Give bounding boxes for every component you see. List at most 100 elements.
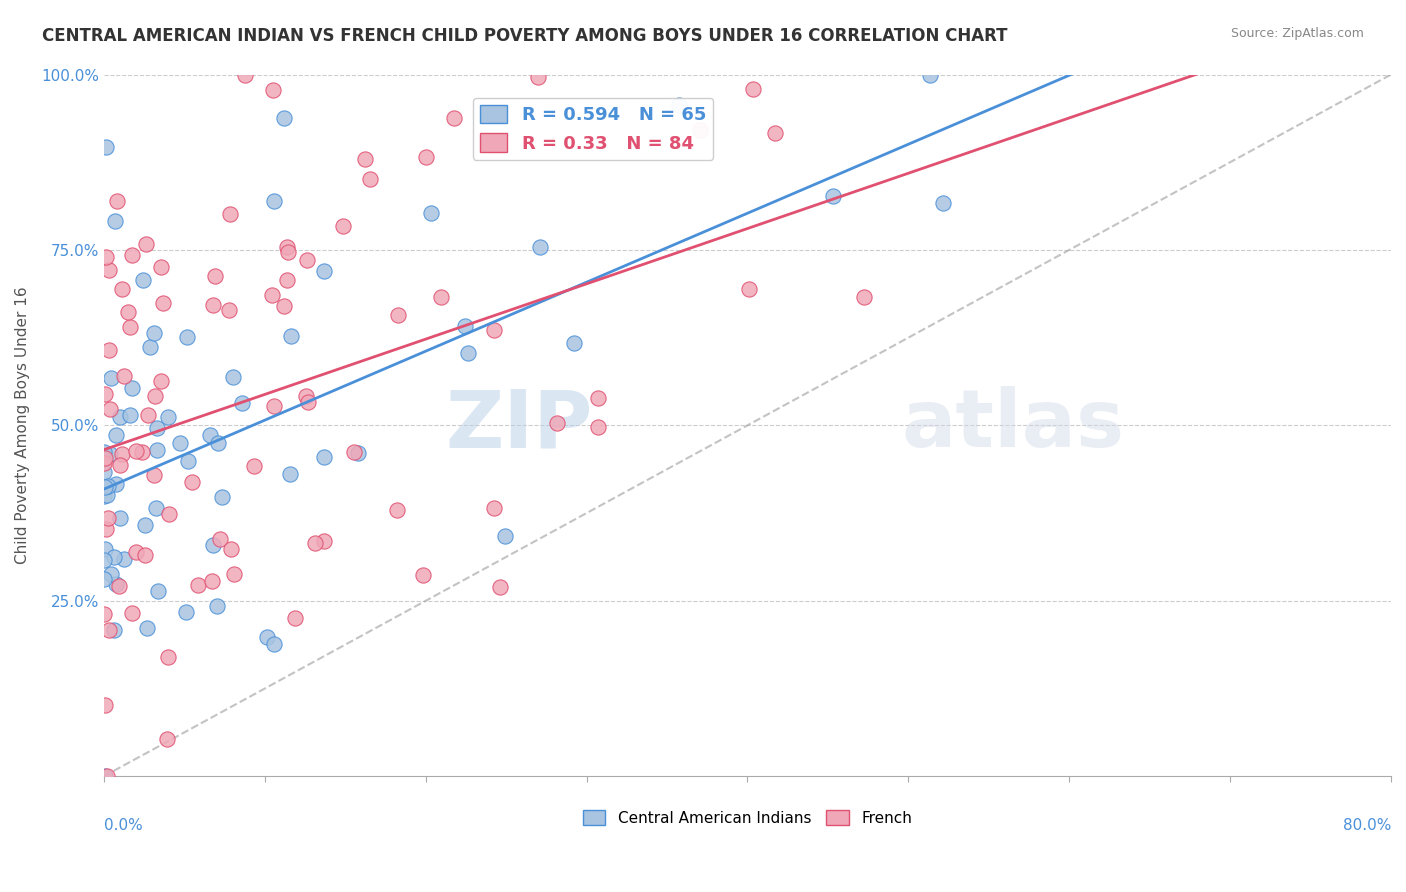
- Point: [304, 536, 326, 550]
- Point: [263, 637, 285, 651]
- Point: [529, 240, 551, 254]
- Point: [201, 538, 224, 552]
- Point: [108, 458, 131, 472]
- Point: [157, 507, 180, 521]
- Point: [97, 343, 120, 357]
- Point: [918, 68, 941, 82]
- Point: [198, 428, 221, 442]
- Point: [94, 480, 117, 494]
- Point: [136, 621, 159, 635]
- Point: [295, 388, 318, 402]
- Point: [586, 420, 609, 434]
- Point: [181, 475, 204, 490]
- Point: [218, 207, 240, 221]
- Point: [94, 522, 117, 536]
- Point: [146, 583, 169, 598]
- Point: [273, 299, 295, 313]
- Point: [211, 490, 233, 504]
- Point: [108, 579, 131, 593]
- Point: [853, 290, 876, 304]
- Point: [97, 511, 120, 525]
- Point: [104, 576, 127, 591]
- Point: [177, 454, 200, 468]
- Point: [152, 296, 174, 310]
- Point: [98, 263, 121, 277]
- Point: [354, 153, 377, 167]
- Point: [143, 326, 166, 340]
- Point: [105, 427, 128, 442]
- Point: [347, 446, 370, 460]
- Point: [527, 70, 550, 84]
- Point: [98, 623, 121, 637]
- Point: [218, 302, 240, 317]
- Point: [562, 335, 585, 350]
- Point: [156, 732, 179, 747]
- Point: [312, 264, 335, 278]
- Point: [114, 552, 136, 566]
- Point: [108, 409, 131, 424]
- Text: atlas: atlas: [901, 386, 1125, 465]
- Point: [209, 532, 232, 546]
- Point: [145, 500, 167, 515]
- Point: [121, 606, 143, 620]
- Point: [169, 436, 191, 450]
- Point: [586, 391, 609, 405]
- Point: [201, 574, 224, 588]
- Point: [273, 111, 295, 125]
- Point: [103, 623, 125, 637]
- Point: [387, 308, 409, 322]
- Point: [98, 447, 121, 461]
- Point: [204, 268, 226, 283]
- Point: [297, 395, 319, 409]
- Point: [134, 518, 156, 533]
- Point: [149, 260, 172, 275]
- Point: [489, 580, 512, 594]
- Point: [277, 245, 299, 260]
- Point: [243, 459, 266, 474]
- Point: [111, 447, 134, 461]
- Text: 0.0%: 0.0%: [104, 818, 143, 833]
- Point: [278, 467, 301, 482]
- Point: [276, 240, 298, 254]
- Point: [207, 436, 229, 450]
- Point: [262, 83, 284, 97]
- Point: [187, 578, 209, 592]
- Point: [108, 511, 131, 525]
- Point: [138, 340, 160, 354]
- Point: [821, 189, 844, 203]
- Point: [201, 298, 224, 312]
- Legend: Central American Indians, French: Central American Indians, French: [576, 804, 918, 831]
- Point: [105, 194, 128, 209]
- Point: [93, 607, 115, 621]
- Point: [231, 396, 253, 410]
- Point: [385, 503, 408, 517]
- Point: [93, 445, 115, 459]
- Point: [412, 567, 434, 582]
- Point: [93, 456, 115, 470]
- Point: [94, 450, 117, 465]
- Point: [932, 195, 955, 210]
- Point: [93, 466, 115, 480]
- Point: [125, 544, 148, 558]
- Point: [125, 444, 148, 458]
- Point: [98, 402, 121, 417]
- Point: [136, 408, 159, 422]
- Point: [93, 698, 115, 712]
- Point: [689, 123, 711, 137]
- Point: [742, 82, 765, 96]
- Point: [312, 450, 335, 465]
- Point: [494, 529, 516, 543]
- Point: [295, 253, 318, 268]
- Point: [121, 248, 143, 262]
- Point: [233, 68, 256, 82]
- Point: [143, 389, 166, 403]
- Point: [150, 374, 173, 388]
- Text: Source: ZipAtlas.com: Source: ZipAtlas.com: [1230, 27, 1364, 40]
- Point: [222, 567, 245, 582]
- Point: [332, 219, 354, 233]
- Point: [263, 194, 285, 208]
- Point: [94, 541, 117, 556]
- Point: [668, 97, 690, 112]
- Point: [96, 488, 118, 502]
- Point: [93, 489, 115, 503]
